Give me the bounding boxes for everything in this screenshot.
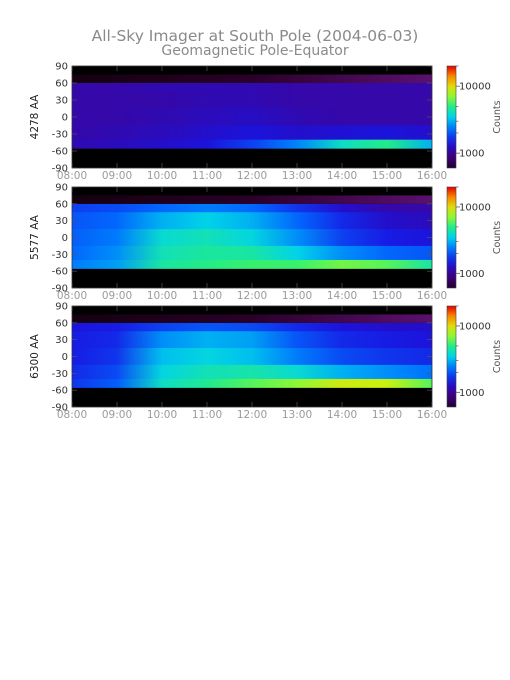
colorbar-tick-label: 1000: [459, 149, 484, 160]
heatmap-band: [72, 83, 432, 92]
x-tick-label: 10:00: [147, 409, 177, 421]
x-tick-label: 10:00: [147, 170, 177, 182]
x-tick-label: 16:00: [417, 409, 447, 421]
y-tick-label: 90: [55, 183, 68, 194]
x-tick-label: 16:00: [417, 290, 447, 302]
y-tick-label: -90: [52, 164, 68, 175]
x-tick-label: 14:00: [327, 409, 357, 421]
x-tick-label: 10:00: [147, 290, 177, 302]
colorbar-label: Counts: [492, 340, 503, 373]
x-tick-label: 11:00: [192, 290, 222, 302]
x-tick-label: 15:00: [372, 290, 402, 302]
y-tick-label: 30: [55, 216, 68, 227]
x-tick-label: 16:00: [417, 170, 447, 182]
heatmap-band: [72, 212, 432, 230]
colorbar: [446, 305, 457, 408]
y-tick-label: 0: [62, 233, 68, 244]
x-tick-label: 15:00: [372, 409, 402, 421]
x-tick-label: 12:00: [237, 290, 267, 302]
y-tick-label: -60: [52, 147, 68, 158]
x-tick-label: 15:00: [372, 170, 402, 182]
y-tick-label: 60: [55, 199, 68, 210]
y-tick-label: 90: [55, 302, 68, 313]
heatmap-band: [72, 378, 432, 388]
upper-glow-band: [72, 195, 432, 204]
y-axis-label: 5577 AA: [29, 214, 41, 260]
x-tick-label: 14:00: [327, 170, 357, 182]
y-tick-label: -90: [52, 403, 68, 414]
y-tick-label: -60: [52, 267, 68, 278]
colorbar-label: Counts: [492, 100, 503, 133]
y-tick-label: 30: [55, 335, 68, 346]
heatmap-band: [72, 364, 432, 380]
y-tick-label: 60: [55, 318, 68, 329]
heatmap-band: [72, 229, 432, 247]
chart-title: All-Sky Imager at South Pole (2004-06-03…: [92, 27, 419, 45]
x-tick-label: 12:00: [237, 409, 267, 421]
x-tick-label: 09:00: [102, 170, 132, 182]
colorbar-tick-label: 10000: [459, 82, 491, 93]
y-tick-label: 30: [55, 96, 68, 107]
heatmap-band: [72, 203, 432, 213]
x-tick-label: 13:00: [282, 170, 312, 182]
chart-subtitle: Geomagnetic Pole-Equator: [161, 43, 348, 59]
x-tick-label: 11:00: [192, 409, 222, 421]
colorbar-tick-label: 10000: [459, 321, 491, 332]
upper-glow-band: [72, 74, 432, 83]
y-axis-label: 4278 AA: [29, 94, 41, 140]
y-tick-label: -30: [52, 130, 68, 141]
y-tick-label: 60: [55, 79, 68, 90]
y-tick-label: -30: [52, 369, 68, 380]
colorbar: [446, 65, 457, 169]
x-tick-label: 08:00: [57, 409, 87, 421]
x-tick-label: 13:00: [282, 290, 312, 302]
colorbar-tick-label: 10000: [459, 202, 491, 213]
y-tick-label: 0: [62, 113, 68, 124]
colorbar-tick-label: 1000: [459, 269, 484, 280]
heatmap-band: [72, 322, 432, 332]
y-tick-label: -30: [52, 250, 68, 261]
heatmap-band: [72, 245, 432, 261]
x-tick-label: 14:00: [327, 290, 357, 302]
x-tick-label: 09:00: [102, 290, 132, 302]
colorbar-tick-label: 1000: [459, 388, 484, 399]
x-tick-label: 08:00: [57, 170, 87, 182]
x-tick-label: 09:00: [102, 409, 132, 421]
y-axis-label: 6300 AA: [29, 333, 41, 379]
heatmap-band: [72, 331, 432, 349]
x-tick-label: 11:00: [192, 170, 222, 182]
heatmap-band: [72, 91, 432, 109]
heatmap-band: [72, 125, 432, 141]
x-tick-label: 08:00: [57, 290, 87, 302]
heatmap-band: [72, 108, 432, 126]
x-tick-label: 12:00: [237, 170, 267, 182]
heatmap-band: [72, 259, 432, 269]
y-tick-label: 0: [62, 352, 68, 363]
upper-glow-band: [72, 314, 432, 323]
heatmap-band: [72, 348, 432, 366]
colorbar: [446, 186, 457, 289]
heatmap-band: [72, 139, 432, 149]
x-tick-label: 13:00: [282, 409, 312, 421]
y-tick-label: -60: [52, 386, 68, 397]
y-tick-label: 90: [55, 62, 68, 73]
colorbar-label: Counts: [492, 221, 503, 254]
y-tick-label: -90: [52, 284, 68, 295]
